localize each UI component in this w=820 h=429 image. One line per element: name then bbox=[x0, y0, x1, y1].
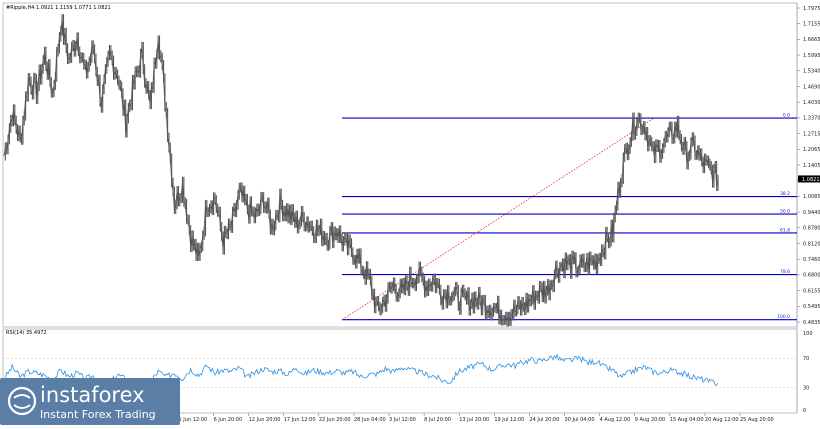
logo-name: instaforex bbox=[40, 383, 145, 407]
time-tick-label: 4 Aug 12:00 bbox=[600, 417, 631, 423]
price-tick-label: 1.3370 bbox=[803, 116, 820, 122]
price-tick-label: 0.4835 bbox=[803, 320, 820, 326]
rsi-tick-label: 70 bbox=[803, 356, 809, 362]
price-tick-label: 1.2715 bbox=[803, 131, 820, 137]
current-price-label: 1.0821 bbox=[802, 177, 820, 183]
price-tick-label: 0.8120 bbox=[803, 241, 820, 247]
time-tick-label: 17 Jun 12:00 bbox=[284, 417, 316, 423]
price-series bbox=[3, 14, 719, 327]
price-tick-label: 1.2065 bbox=[803, 147, 820, 153]
price-axis: 1.7975 1.7155 1.6665 1.5995 1.5340 1.4690 1.40… bbox=[797, 6, 820, 326]
time-tick-label: 1 Jun 12:00 bbox=[178, 417, 207, 423]
rsi-series bbox=[3, 353, 719, 386]
price-tick-label: 1.7975 bbox=[803, 6, 820, 12]
time-tick-label: 28 Jun 04:00 bbox=[354, 417, 386, 423]
time-tick-label: 13 Jul 20:00 bbox=[459, 417, 489, 423]
fib-level-label: 38.2 bbox=[780, 191, 790, 197]
price-tick-label: 0.5495 bbox=[803, 304, 820, 310]
price-tick-label: 1.4030 bbox=[803, 100, 820, 106]
fib-level-label: 50.0 bbox=[780, 209, 790, 215]
time-tick-label: 8 Jul 20:00 bbox=[424, 417, 451, 423]
current-price-marker: 1.0821 bbox=[798, 175, 820, 183]
price-tick-label: 1.6665 bbox=[803, 37, 820, 43]
price-line bbox=[3, 18, 719, 324]
fibonacci-levels[interactable]: 0.0 38.2 50.0 61.8 78.6 100.0 bbox=[342, 113, 797, 321]
price-tick-label: 0.9440 bbox=[803, 210, 820, 216]
time-tick-label: 24 Jul 20:00 bbox=[529, 417, 559, 423]
price-tick-label: 1.4690 bbox=[803, 84, 820, 90]
symbol-header: #Ripple,H4 1.0921 1.1159 1.0771 1.0821 bbox=[6, 5, 111, 11]
rsi-tick-label: 100 bbox=[803, 331, 813, 337]
time-tick-label: 19 Jul 12:00 bbox=[494, 417, 524, 423]
rsi-tick-label: 30 bbox=[803, 386, 809, 392]
price-tick-label: 1.7155 bbox=[803, 22, 820, 28]
time-tick-label: 25 Aug 20:00 bbox=[740, 417, 774, 423]
fib-level-label: 0.0 bbox=[783, 113, 790, 119]
fib-level-label: 61.8 bbox=[780, 227, 790, 233]
fib-level-label: 78.6 bbox=[780, 269, 790, 275]
logo-icon bbox=[7, 386, 37, 416]
logo-tagline: Instant Forex Trading bbox=[40, 408, 156, 421]
rsi-axis: 100 70 30 0 bbox=[803, 331, 813, 414]
price-tick-label: 0.6800 bbox=[803, 273, 820, 279]
price-tick-label: 1.5340 bbox=[803, 69, 820, 75]
price-tick-label: 0.8780 bbox=[803, 226, 820, 232]
rsi-header: RSI(14) 35.4972 bbox=[6, 330, 47, 336]
price-tick-label: 0.6155 bbox=[803, 288, 820, 294]
time-tick-label: 30 Jul 04:00 bbox=[565, 417, 595, 423]
price-tick-label: 1.5995 bbox=[803, 53, 820, 59]
time-tick-label: 3 Jul 12:00 bbox=[389, 417, 416, 423]
logo-icon-arc-lower bbox=[13, 404, 31, 409]
trend-line[interactable] bbox=[341, 117, 655, 321]
time-tick-label: 20 Aug 12:00 bbox=[705, 417, 739, 423]
logo-background bbox=[0, 378, 180, 425]
time-tick-label: 9 Aug 20:00 bbox=[635, 417, 666, 423]
rsi-tick-label: 0 bbox=[803, 408, 806, 414]
price-tick-label: 0.7460 bbox=[803, 257, 820, 263]
rsi-line bbox=[3, 353, 719, 386]
main-panel-frame bbox=[2, 2, 798, 328]
time-tick-label: 12 Jun 20:00 bbox=[249, 417, 281, 423]
instaforex-logo: instaforex Instant Forex Trading bbox=[0, 378, 180, 425]
logo-icon-arc bbox=[13, 394, 31, 399]
time-tick-label: 6 Jun 20:00 bbox=[214, 417, 243, 423]
fib-trend-line[interactable] bbox=[341, 117, 655, 321]
current-price-box bbox=[798, 175, 820, 183]
fib-level-label: 100.0 bbox=[777, 314, 790, 320]
price-tick-label: 1.0085 bbox=[803, 194, 820, 200]
time-tick-label: 15 Aug 04:00 bbox=[670, 417, 704, 423]
time-tick-label: 22 Jun 20:00 bbox=[319, 417, 351, 423]
price-tick-label: 1.1405 bbox=[803, 163, 820, 169]
